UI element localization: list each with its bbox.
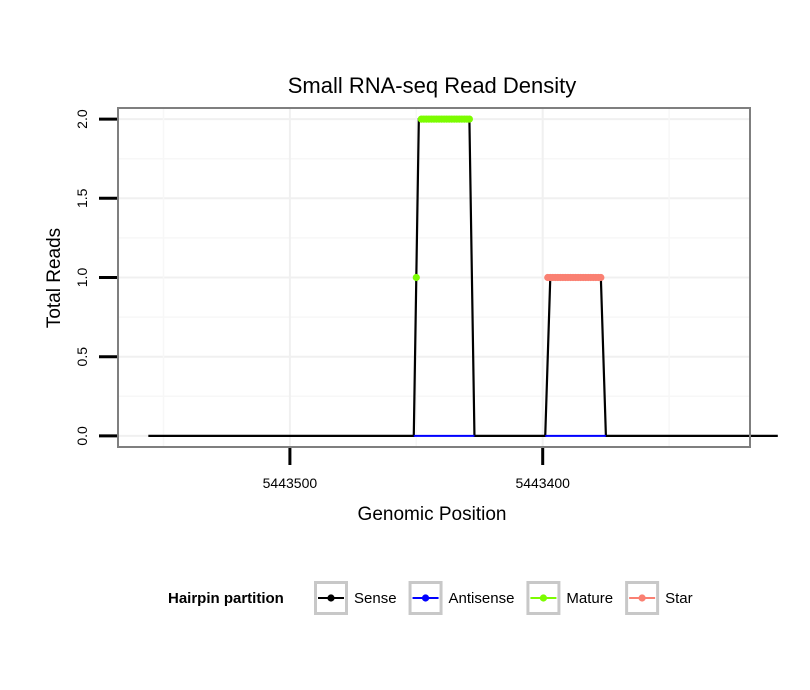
star-point: [597, 273, 605, 282]
mature-point: [412, 273, 420, 282]
legend-label: Antisense: [449, 590, 515, 607]
chart-title: Small RNA-seq Read Density: [288, 73, 577, 98]
y-tick-label: 1.5: [74, 188, 90, 208]
series-star: [544, 273, 605, 282]
legend-key-point: [638, 594, 646, 602]
x-axis: 5443500 5443400: [263, 448, 570, 491]
legend-label: Star: [665, 590, 693, 607]
y-tick-label: 0.5: [74, 347, 90, 367]
y-tick-label: 1.0: [74, 268, 90, 288]
legend-label: Sense: [354, 590, 397, 607]
x-tick-label: 5443500: [263, 475, 318, 491]
legend-item-antisense: Antisense: [408, 581, 515, 615]
y-tick-label: 0.0: [74, 426, 90, 446]
legend-key-point: [421, 594, 430, 602]
x-axis-title: Genomic Position: [358, 504, 507, 525]
plot-panel-border: [117, 107, 751, 448]
series-mature: [412, 115, 473, 282]
gridlines: [118, 108, 750, 447]
legend-title: Hairpin partition: [168, 590, 284, 607]
y-axis: 0.0 0.5 1.0 1.5 2.0: [74, 109, 117, 446]
legend-item-sense: Sense: [314, 581, 397, 615]
x-tick-label: 5443400: [515, 475, 570, 491]
legend: Hairpin partition Sense Antisense Mature St…: [168, 581, 693, 615]
y-axis-title: Total Reads: [44, 228, 65, 328]
mature-point: [465, 115, 473, 123]
legend-item-star: Star: [625, 581, 693, 615]
legend-item-mature: Mature: [526, 581, 613, 615]
legend-label: Mature: [566, 590, 613, 607]
legend-key-point: [327, 594, 335, 602]
legend-key-point: [539, 594, 548, 602]
series-layer: [148, 115, 778, 438]
y-tick-label: 2.0: [74, 109, 90, 129]
